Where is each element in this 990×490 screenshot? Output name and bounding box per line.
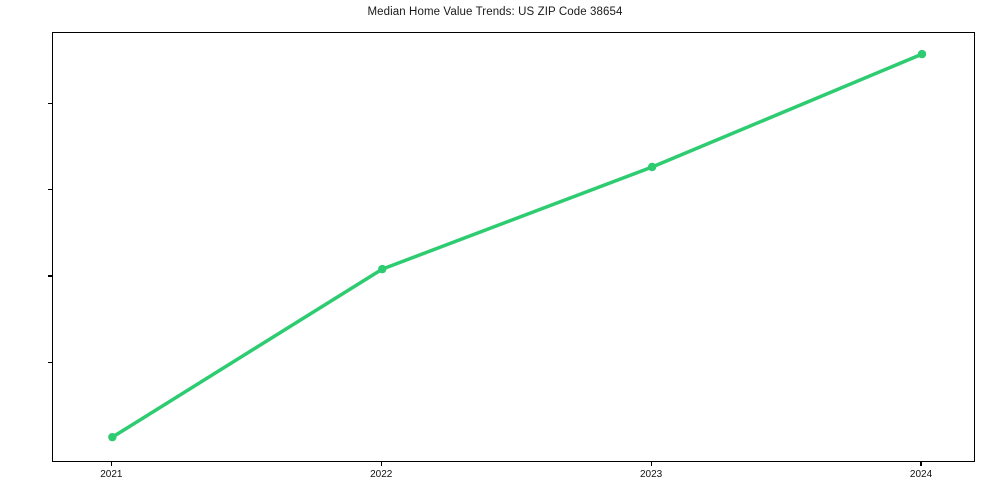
x-tick-label: 2023 xyxy=(640,469,663,480)
line-series-median-home-value: 2021: 222800 2022: 261800 2023: 285500 2024… xyxy=(108,49,927,442)
x-tick-mark xyxy=(110,462,112,466)
data-point-marker: 2022: 261800 xyxy=(378,264,387,274)
x-tick-mark xyxy=(380,462,382,466)
series-line xyxy=(110,52,924,439)
y-tick-mark xyxy=(48,103,52,105)
x-tick-mark xyxy=(650,462,652,466)
x-tick-label: 2024 xyxy=(909,469,933,480)
data-point-marker: 2021: 222800 xyxy=(108,432,117,442)
data-point-marker: 2024: 311700 xyxy=(917,49,927,59)
x-tick-mark xyxy=(920,462,922,466)
chart-title: Median Home Value Trends: US ZIP Code 38… xyxy=(367,6,623,18)
x-tick-label: 2022 xyxy=(370,469,393,480)
y-tick-mark xyxy=(48,189,52,191)
data-point-marker: 2023: 285500 xyxy=(647,162,657,172)
y-tick-mark xyxy=(48,275,52,277)
plot-inner: 2021: 222800 2022: 261800 2023: 285500 2024… xyxy=(53,33,974,461)
x-tick-label: 2021 xyxy=(100,469,123,480)
y-tick-mark xyxy=(48,361,52,363)
plot-area: 2021: 222800 2022: 261800 2023: 285500 2024… xyxy=(52,32,975,462)
